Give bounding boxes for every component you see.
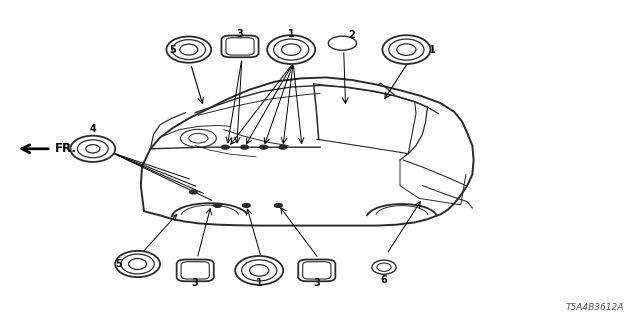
Text: 3: 3 (237, 28, 243, 39)
Text: 6: 6 (381, 275, 387, 285)
Text: 3: 3 (192, 278, 198, 288)
Text: 4: 4 (90, 124, 96, 134)
Circle shape (275, 204, 282, 207)
Circle shape (260, 145, 268, 149)
Circle shape (241, 145, 248, 149)
Text: 5: 5 (170, 44, 176, 55)
Text: 1: 1 (429, 44, 435, 55)
Text: 2: 2 (349, 30, 355, 40)
Circle shape (189, 190, 197, 194)
Circle shape (221, 145, 229, 149)
Circle shape (214, 204, 221, 207)
Text: FR.: FR. (54, 142, 76, 155)
Text: 3: 3 (314, 278, 320, 288)
Circle shape (279, 145, 287, 149)
Circle shape (243, 204, 250, 207)
Text: 1: 1 (256, 278, 262, 288)
Text: 5: 5 (115, 259, 122, 269)
Text: 1: 1 (288, 28, 294, 39)
Text: T5A4B3612A: T5A4B3612A (566, 303, 624, 312)
